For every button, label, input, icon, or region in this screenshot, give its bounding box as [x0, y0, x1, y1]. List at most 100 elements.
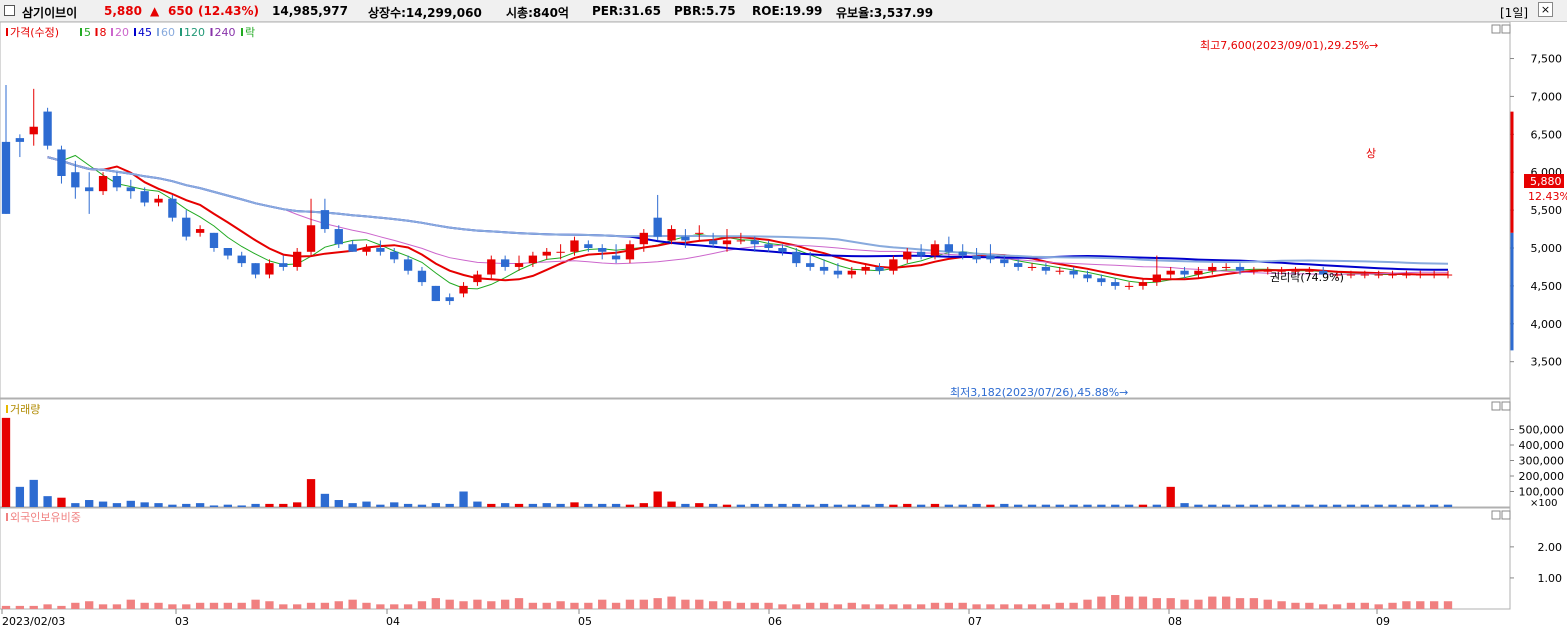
moving-average-lines	[47, 154, 1449, 290]
y-tick-label: 300,000	[1519, 455, 1565, 468]
candle-body	[889, 259, 898, 271]
candle-body	[57, 149, 66, 176]
foreign-panel	[0, 507, 1511, 610]
foreign-bar	[681, 599, 690, 609]
candle-body	[390, 251, 399, 260]
foreign-bar	[279, 604, 288, 609]
legend-item: 45	[138, 26, 152, 39]
foreign-bar	[306, 602, 316, 609]
volume-bar	[29, 479, 38, 507]
volume-bar	[750, 503, 759, 507]
legend-item: 가격(수정)	[10, 26, 59, 39]
volume-bar	[293, 502, 302, 507]
candle-body	[1055, 270, 1064, 272]
select-checkbox[interactable]	[4, 5, 15, 16]
candle-body	[265, 263, 274, 275]
foreign-bar	[293, 604, 302, 609]
per-value: PER:31.65	[592, 4, 661, 18]
candle-body	[334, 229, 343, 245]
legend-swatch	[80, 28, 82, 36]
close-icon[interactable]	[1501, 510, 1511, 520]
volume-legend: 거래량	[6, 403, 40, 416]
candle-body	[251, 263, 260, 275]
volume-bar	[1124, 504, 1134, 507]
volume-bar	[806, 504, 815, 507]
foreign-bar	[1124, 596, 1134, 609]
candle-body	[15, 138, 25, 142]
volume-bar	[251, 503, 260, 507]
volume-bar	[1, 417, 11, 507]
x-tick-label: 09	[1376, 615, 1390, 628]
minimize-icon[interactable]	[1491, 401, 1501, 411]
legend-item: 120	[184, 26, 205, 39]
x-tick-label: 08	[1168, 615, 1182, 628]
last-price-marker	[1524, 174, 1564, 188]
stock-info-bar: 삼기이브이 5,880 ▲ 650 (12.43%) 14,985,977 상장…	[0, 0, 1567, 22]
foreign-bar	[556, 601, 565, 609]
close-icon[interactable]	[1501, 401, 1511, 411]
price-legend: 가격(수정) 5 8 20 45 60 120 240 락	[6, 26, 255, 39]
foreign-bar	[819, 602, 829, 609]
volume-bar	[958, 504, 967, 507]
foreign-bar	[403, 604, 413, 609]
candle-body	[1263, 270, 1272, 272]
volume-bar	[653, 491, 662, 507]
foreign-bar	[972, 604, 981, 609]
high-annotation: 최고7,600(2023/09/01),29.25%→	[1200, 39, 1378, 52]
foreign-bar	[944, 602, 954, 609]
volume-bar	[819, 503, 829, 507]
volume-bar	[1221, 504, 1231, 507]
candle-body	[195, 229, 205, 233]
candle-body	[1305, 270, 1314, 272]
candle-body	[986, 255, 995, 260]
volume-bar	[209, 505, 219, 507]
candle-body	[861, 266, 870, 271]
volume-bar	[736, 504, 746, 507]
candle-body	[1360, 274, 1369, 276]
foreign-bar	[57, 605, 66, 609]
close-icon[interactable]	[1501, 24, 1511, 34]
volume-bar	[98, 501, 108, 507]
panel-controls[interactable]	[1491, 24, 1511, 520]
volume-bar	[1166, 486, 1175, 507]
foreign-bar	[376, 604, 385, 609]
volume-bar	[1000, 503, 1009, 507]
candle-body	[1000, 259, 1009, 264]
foreign-bar	[1, 605, 11, 609]
volume-bar	[1138, 504, 1148, 507]
candle-body	[320, 210, 330, 230]
volume-bar	[1194, 504, 1203, 507]
volume-bar	[847, 504, 856, 507]
candle-body	[792, 251, 801, 264]
stock-name: 삼기이브이	[22, 6, 78, 20]
volume-bar	[1263, 504, 1272, 507]
volume-bar	[875, 503, 884, 507]
minimize-icon[interactable]	[1491, 24, 1501, 34]
volume-bar	[792, 503, 801, 507]
candle-body	[112, 176, 122, 188]
listed-shares: 상장수:14,299,060	[368, 6, 482, 20]
foreign-bar	[487, 601, 496, 609]
legend-swatch	[134, 28, 136, 36]
x-tick-label: 03	[175, 615, 189, 628]
period-selector[interactable]: [1일]	[1500, 6, 1529, 20]
candle-body	[43, 111, 52, 146]
close-icon[interactable]: ×	[1538, 2, 1553, 17]
volume-bar	[764, 503, 773, 507]
price-y-axis: 7,5007,0006,5006,0005,5005,0004,5004,000…	[1510, 53, 1562, 369]
volume-bar	[1097, 504, 1106, 507]
volume-bar	[320, 493, 330, 507]
volume-bar	[112, 503, 122, 507]
foreign-bar	[209, 602, 219, 609]
candle-body	[1083, 274, 1092, 279]
candle-body	[168, 198, 177, 218]
candle-body	[306, 225, 316, 252]
volume-bar	[1319, 504, 1328, 507]
volume-bar	[681, 503, 690, 507]
candle-body	[348, 244, 357, 252]
candle-body	[1346, 274, 1356, 276]
volume-bar	[1346, 504, 1356, 507]
minimize-icon[interactable]	[1491, 510, 1501, 520]
candle-body	[1152, 274, 1161, 283]
rights-drop-annotation: 권리락(74.9%)	[1270, 271, 1344, 284]
